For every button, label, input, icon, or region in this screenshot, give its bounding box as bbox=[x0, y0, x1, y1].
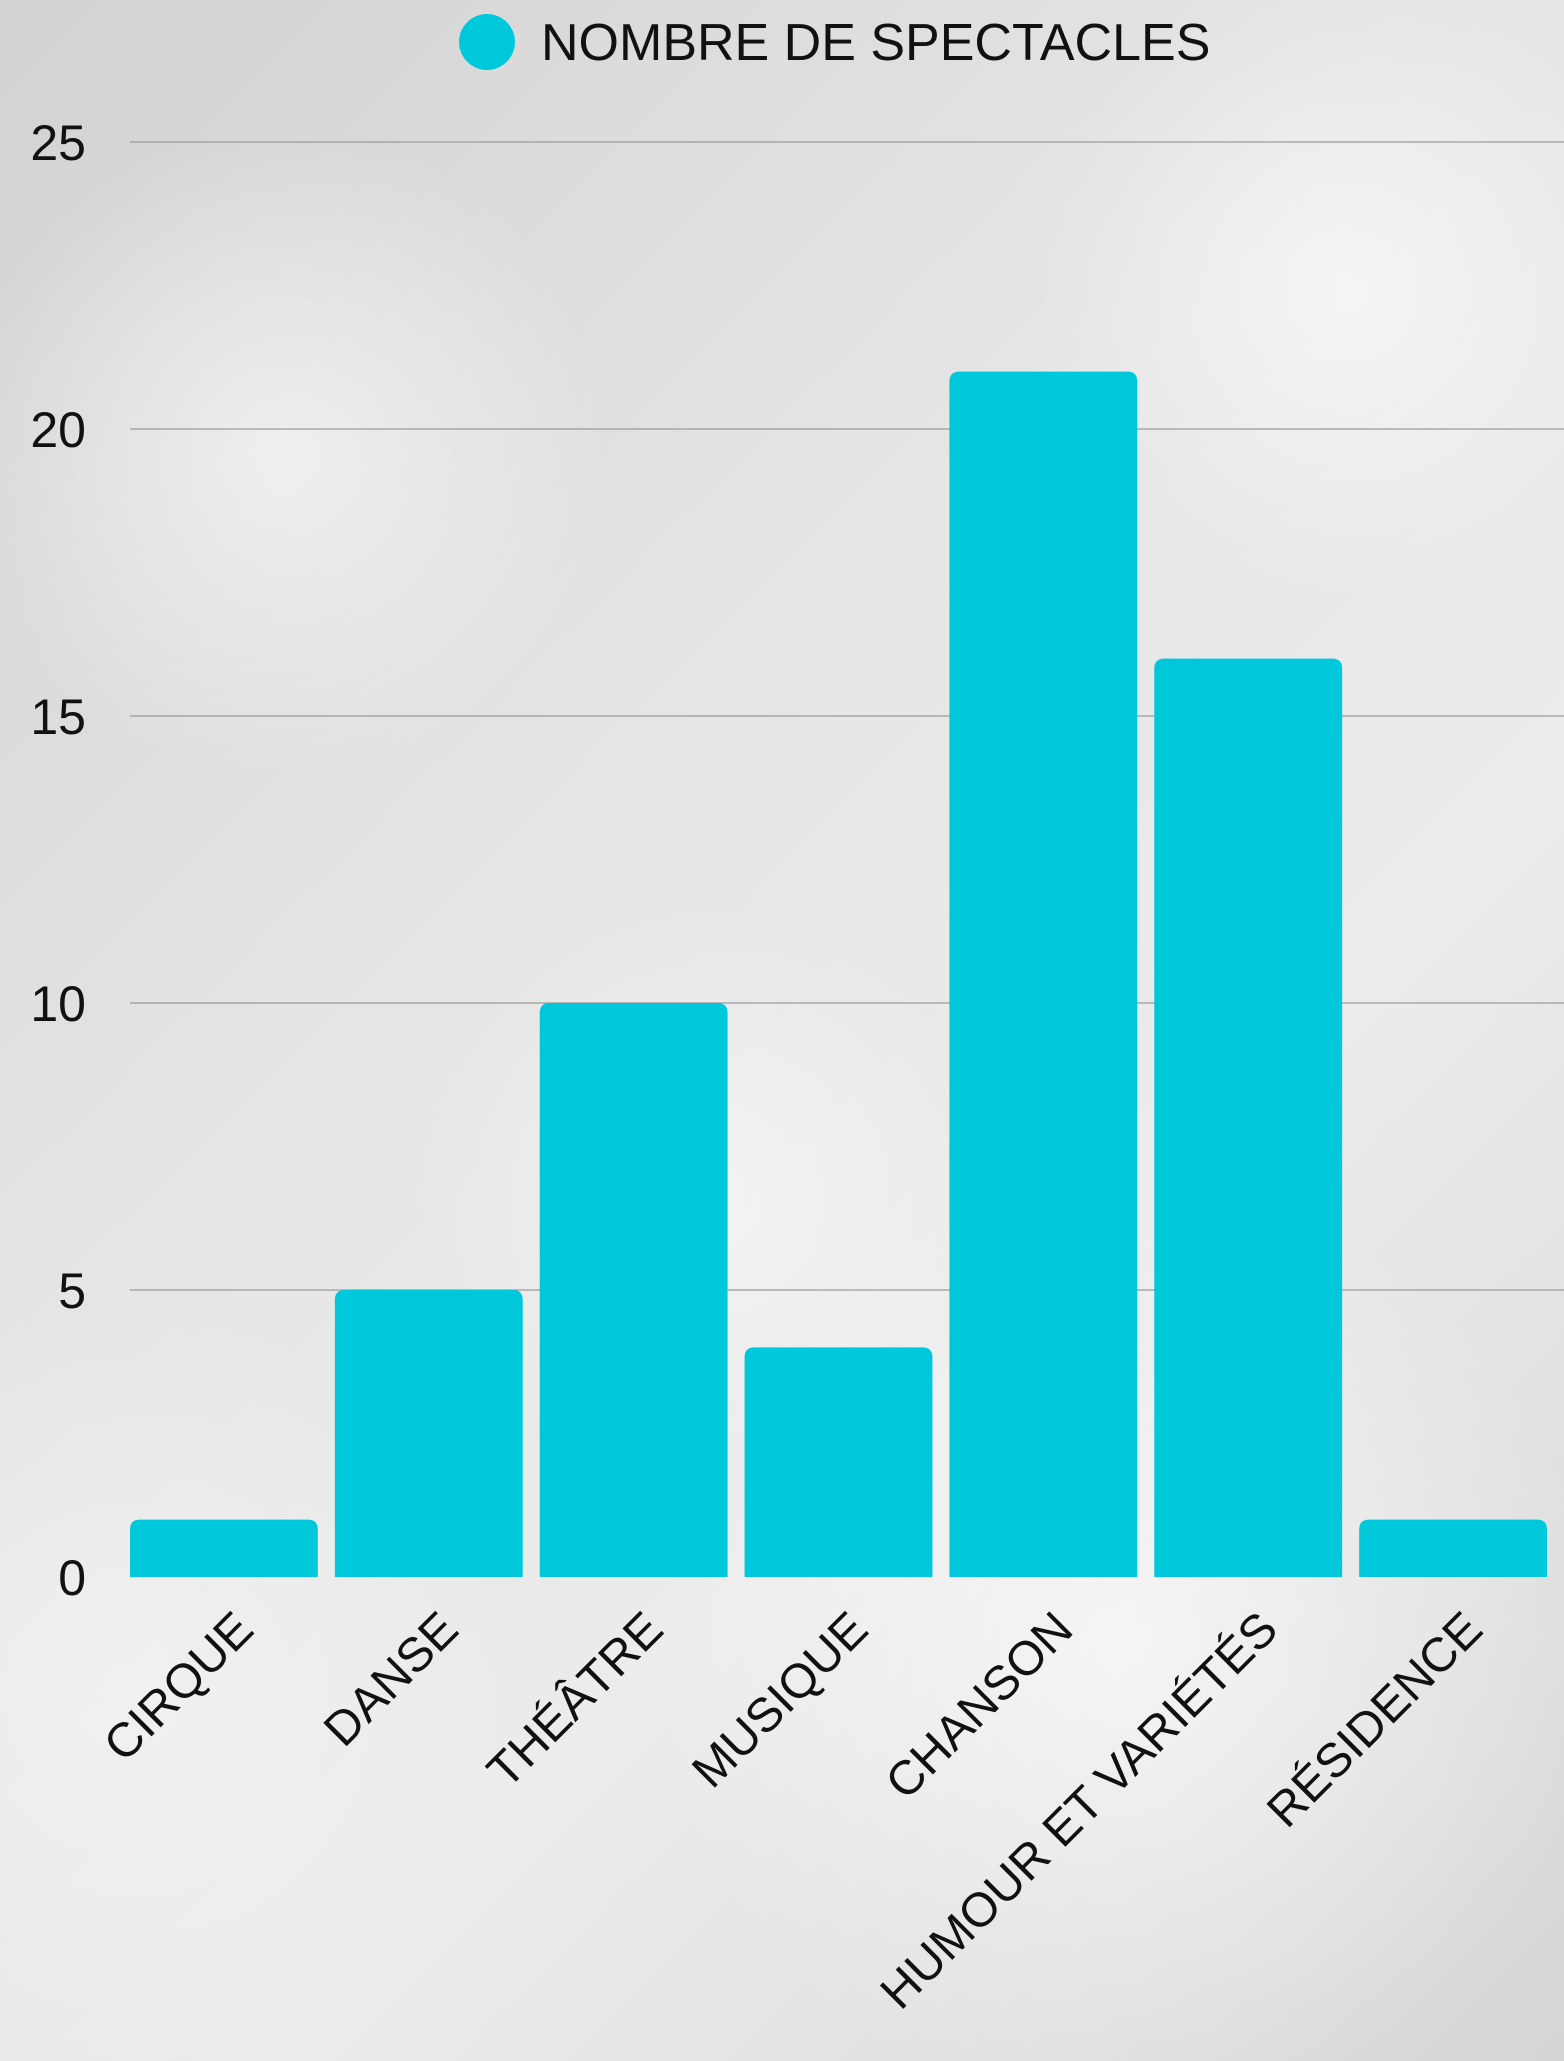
x-tick-label: RÉSIDENCE bbox=[1257, 1602, 1493, 1838]
bar-r-sidence bbox=[1359, 1519, 1547, 1577]
y-tick-label: 5 bbox=[58, 1263, 86, 1319]
x-tick-label: HUMOUR ET VARIÉTÉS bbox=[871, 1602, 1288, 2019]
y-tick-label: 15 bbox=[30, 689, 86, 745]
bars bbox=[130, 371, 1547, 1578]
bar-danse bbox=[334, 1290, 523, 1577]
bar-humour-et-vari-t-s bbox=[1154, 658, 1343, 1577]
x-tick-label: MUSIQUE bbox=[682, 1602, 878, 1798]
x-tick-label: CHANSON bbox=[876, 1602, 1083, 1809]
y-tick-label: 10 bbox=[30, 976, 86, 1032]
bar-th-tre bbox=[539, 1003, 728, 1577]
x-tick-label: DANSE bbox=[314, 1602, 468, 1756]
x-tick-label: THÉÂTRE bbox=[478, 1602, 674, 1798]
y-tick-label: 25 bbox=[30, 115, 86, 171]
bar-chanson bbox=[949, 371, 1138, 1578]
bar-cirque bbox=[130, 1519, 318, 1577]
gridlines bbox=[130, 141, 1564, 1291]
legend-label: NOMBRE DE SPECTACLES bbox=[541, 14, 1210, 72]
x-tick-label: CIRQUE bbox=[94, 1602, 263, 1771]
y-tick-label: 0 bbox=[58, 1550, 86, 1606]
y-tick-label: 20 bbox=[30, 402, 86, 458]
bar-musique bbox=[744, 1347, 933, 1577]
y-axis-ticks: 0 5 10 15 20 25 bbox=[30, 115, 86, 1606]
legend-marker bbox=[459, 14, 515, 70]
legend: NOMBRE DE SPECTACLES bbox=[459, 14, 1210, 72]
